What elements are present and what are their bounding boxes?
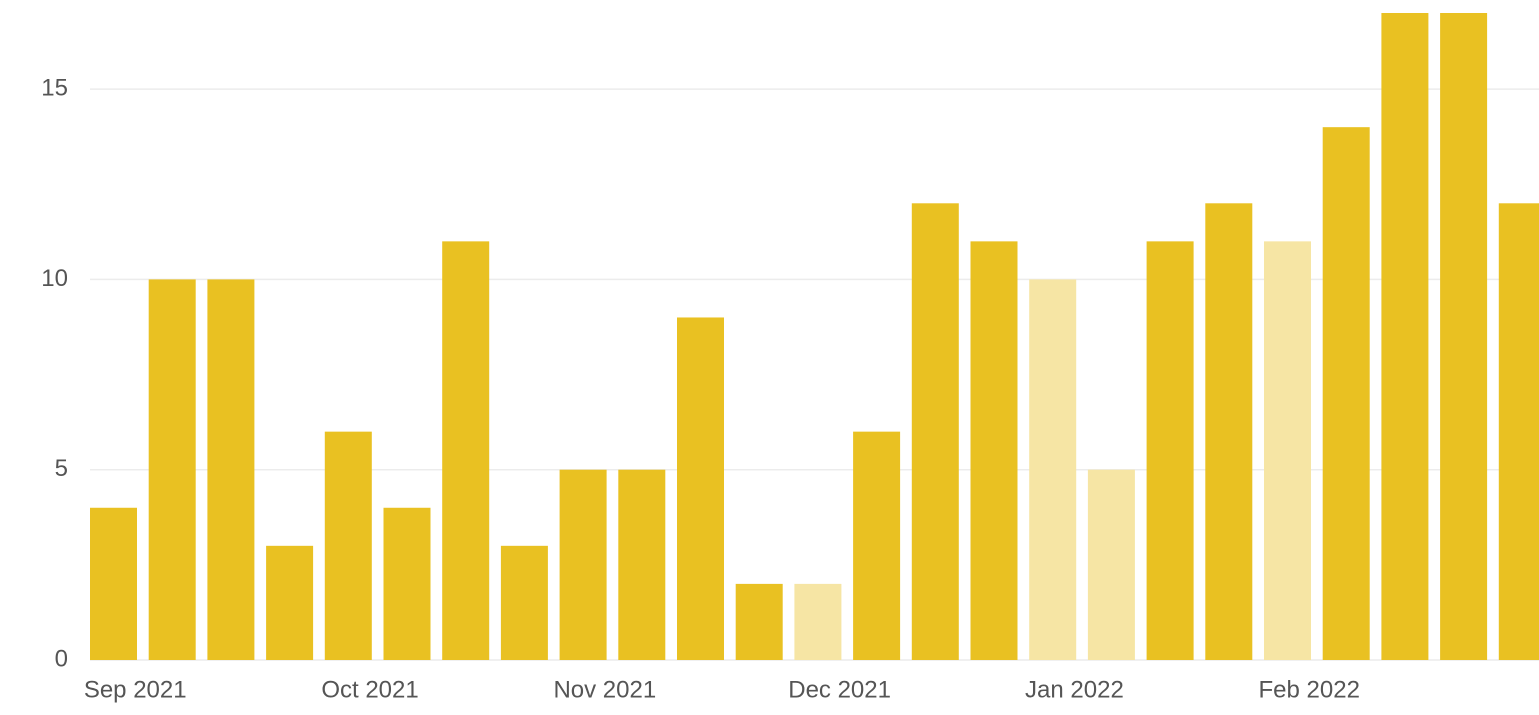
- bar: [500, 545, 548, 660]
- x-tick-label: Jan 2022: [1025, 676, 1124, 703]
- bar: [677, 317, 724, 660]
- bar: [266, 545, 314, 660]
- bar: [148, 279, 196, 660]
- x-tick-label: Dec 2021: [788, 676, 891, 703]
- x-tick-label: Sep 2021: [84, 676, 187, 703]
- bar: [1264, 241, 1311, 660]
- bar: [970, 241, 1018, 660]
- bar: [207, 279, 255, 660]
- bar: [1205, 203, 1253, 660]
- x-tick-label: Feb 2022: [1259, 676, 1360, 703]
- bar: [853, 431, 901, 660]
- y-tick-label: 15: [41, 74, 68, 101]
- bar: [442, 241, 490, 660]
- bar: [324, 431, 372, 660]
- bar: [618, 469, 666, 660]
- bar: [911, 203, 959, 660]
- bar: [1146, 241, 1194, 660]
- bar: [1029, 279, 1077, 660]
- x-tick-label: Nov 2021: [553, 676, 656, 703]
- bar: [1498, 203, 1539, 660]
- y-tick-label: 5: [55, 455, 68, 482]
- bar: [1322, 127, 1370, 661]
- x-tick-label: Oct 2021: [321, 676, 418, 703]
- bar: [1440, 13, 1488, 660]
- bar: [559, 469, 607, 660]
- bar: [383, 507, 431, 660]
- y-tick-label: 10: [41, 265, 68, 292]
- y-tick-label: 0: [55, 645, 68, 672]
- bar: [90, 507, 137, 660]
- bar: [1381, 13, 1429, 660]
- bar: [794, 583, 842, 660]
- bar: [735, 583, 783, 660]
- bar: [1087, 469, 1135, 660]
